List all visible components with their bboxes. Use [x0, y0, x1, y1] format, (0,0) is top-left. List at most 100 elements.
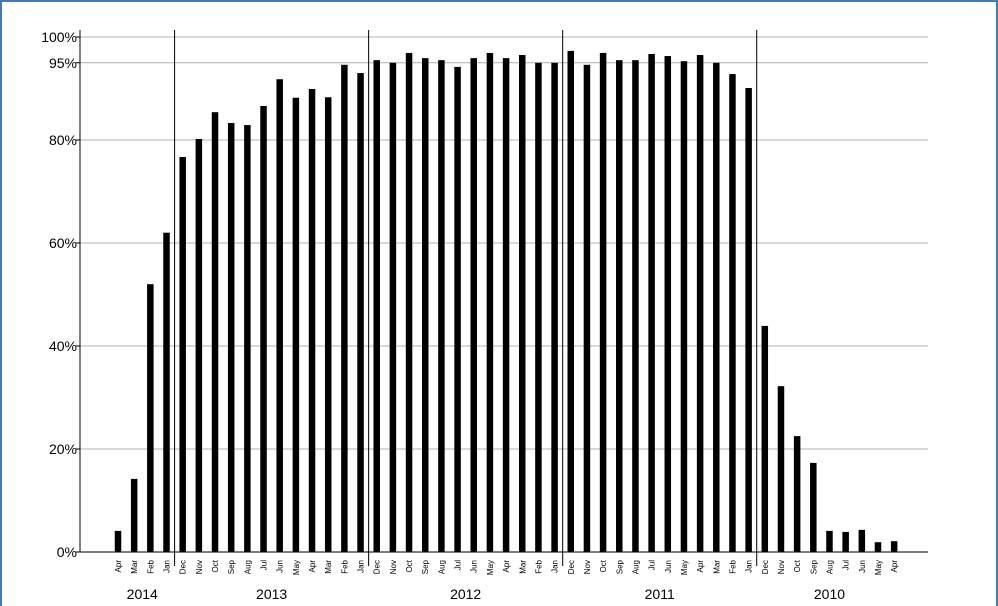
bar: [664, 56, 672, 553]
bar: [486, 52, 494, 553]
x-tick-label: Apr: [890, 560, 899, 573]
bar: [260, 106, 267, 552]
x-tick-label: Sep: [615, 559, 624, 574]
bar: [777, 386, 785, 552]
x-tick-label: Mar: [130, 560, 139, 574]
x-tick-label: Jun: [664, 560, 673, 573]
x-tick-label: Jul: [260, 560, 269, 570]
x-tick-label: Jul: [842, 560, 851, 570]
bar: [244, 125, 251, 552]
x-tick-label: Dec: [761, 560, 770, 574]
x-tick-label: Nov: [777, 560, 786, 574]
bar: [858, 529, 866, 552]
bar: [696, 55, 704, 553]
bar: [535, 62, 542, 552]
x-tick-label: Nov: [389, 560, 398, 574]
bar: [324, 97, 332, 552]
x-tick-label: Apr: [114, 560, 123, 573]
bar: [405, 52, 413, 553]
bar: [341, 64, 348, 552]
x-tick-label: Aug: [825, 560, 834, 574]
bar: [454, 66, 461, 553]
bar: [373, 60, 380, 553]
bar: [389, 62, 397, 552]
x-tick-label: Sep: [421, 559, 430, 574]
bar: [826, 530, 833, 552]
bar: [227, 123, 235, 552]
bar: [438, 60, 445, 553]
x-tick-label: Mar: [518, 560, 527, 574]
x-tick-label: Oct: [793, 559, 802, 572]
bar: [793, 436, 801, 552]
bar: [308, 89, 316, 552]
x-tick-label: Feb: [146, 559, 155, 573]
y-tick-label: 60%: [49, 235, 77, 251]
x-tick-label: Dec: [179, 560, 188, 574]
x-tick-label: Apr: [696, 560, 705, 573]
y-tick-label: 100%: [41, 29, 77, 45]
x-tick-label: Oct: [599, 559, 608, 572]
y-tick-label: 20%: [49, 441, 77, 457]
year-label: 2012: [450, 586, 481, 602]
x-tick-label: Jan: [745, 560, 754, 573]
year-label: 2011: [645, 586, 675, 602]
bar: [195, 138, 203, 552]
bar: [599, 52, 607, 553]
x-tick-label: Nov: [583, 560, 592, 574]
x-tick-label: Aug: [243, 560, 252, 574]
x-tick-label: Nov: [195, 560, 204, 574]
x-tick-label: May: [680, 560, 689, 575]
bar: [713, 62, 720, 552]
x-tick-label: Jan: [551, 560, 560, 573]
x-tick-label: May: [874, 560, 883, 575]
bar: [519, 55, 526, 553]
bar: [179, 156, 186, 552]
x-tick-label: Dec: [567, 560, 576, 574]
bar: [890, 541, 898, 552]
bar: [874, 542, 882, 552]
year-label: 2014: [127, 586, 158, 602]
bar: [761, 325, 769, 552]
x-tick-label: Aug: [437, 560, 446, 574]
bar: [276, 79, 283, 552]
x-tick-label: Feb: [534, 559, 543, 573]
bar: [130, 478, 138, 552]
y-tick-label: 80%: [49, 132, 77, 148]
x-tick-label: Apr: [502, 560, 511, 573]
bar: [632, 60, 639, 553]
y-tick-label: 40%: [49, 338, 77, 354]
x-tick-label: Dec: [373, 560, 382, 574]
x-tick-label: Feb: [340, 559, 349, 573]
year-label: 2013: [256, 586, 287, 602]
x-tick-label: Sep: [809, 559, 818, 574]
x-tick-label: Apr: [308, 560, 317, 573]
bar: [583, 64, 591, 552]
bar: [502, 58, 510, 553]
bar: [421, 58, 429, 553]
bar: [292, 97, 300, 553]
bar: [680, 61, 688, 552]
x-tick-label: Oct: [211, 559, 220, 572]
x-tick-label: Jun: [858, 560, 867, 573]
bar: [729, 74, 736, 552]
bar: [648, 53, 655, 553]
bar: [616, 60, 623, 553]
bar: [211, 112, 219, 552]
x-tick-label: Mar: [712, 560, 721, 574]
x-tick-label: Jun: [276, 560, 285, 573]
bar: [551, 62, 558, 552]
x-tick-label: Jun: [470, 560, 479, 573]
x-tick-label: Jul: [648, 560, 657, 570]
x-tick-label: Sep: [227, 559, 236, 574]
x-tick-label: Jul: [454, 560, 463, 570]
bar: [470, 58, 477, 553]
year-label: 2010: [814, 586, 845, 602]
x-tick-label: Aug: [631, 560, 640, 574]
y-tick-label: 95%: [49, 55, 77, 71]
x-tick-label: Mar: [324, 560, 333, 574]
x-tick-label: Jan: [163, 560, 172, 573]
bar: [357, 73, 364, 553]
bar: [114, 530, 122, 552]
y-tick-label: 0%: [57, 544, 77, 560]
